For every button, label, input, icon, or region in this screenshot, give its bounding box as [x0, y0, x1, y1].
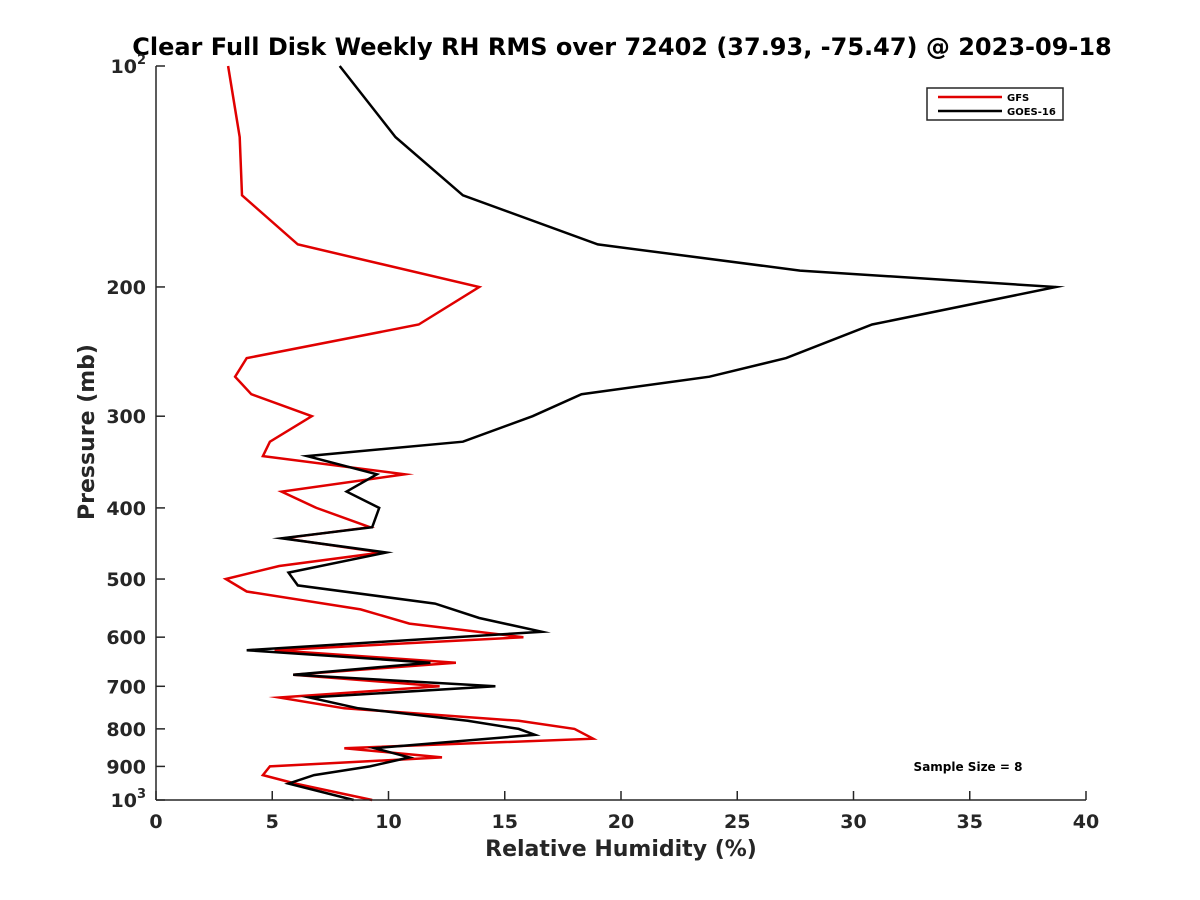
y-tick-label: 200 — [106, 277, 146, 299]
series-line-goes-16 — [246, 65, 1066, 802]
x-tick-label: 40 — [1073, 811, 1099, 833]
y-tick-label: 900 — [106, 756, 146, 778]
y-tick-label: 600 — [106, 627, 146, 649]
x-tick-label: 5 — [266, 811, 279, 833]
y-tick-label: 300 — [106, 406, 146, 428]
y-tick-label: 700 — [106, 676, 146, 698]
y-tick-label: 800 — [106, 719, 146, 741]
y-axis-label: Pressure (mb) — [75, 344, 100, 520]
x-tick-label: 10 — [375, 811, 401, 833]
x-tick-label: 15 — [492, 811, 518, 833]
x-tick-label: 0 — [149, 811, 162, 833]
series-layer — [222, 65, 1066, 802]
x-tick-label: 35 — [957, 811, 983, 833]
x-axis-label: Relative Humidity (%) — [485, 837, 757, 862]
axes-layer: 0 5 10 15 20 25 30 35 40 102 200 300 400 500 600 700 800… — [106, 53, 1099, 833]
series-line-gfs — [222, 65, 598, 802]
y-tick-label: 400 — [106, 498, 146, 520]
legend-label: GFS — [1007, 93, 1029, 104]
y-tick-label: 103 — [111, 787, 147, 812]
legend-label: GOES-16 — [1007, 107, 1056, 118]
legend-box — [926, 87, 1064, 121]
x-tick-label: 25 — [724, 811, 750, 833]
sample-size-annotation: Sample Size = 8 — [914, 760, 1023, 774]
x-tick-label: 30 — [840, 811, 866, 833]
y-tick-label: 500 — [106, 569, 146, 591]
y-tick-label: 102 — [111, 53, 147, 78]
chart-title: Clear Full Disk Weekly RH RMS over 72402… — [132, 33, 1112, 61]
x-tick-label: 20 — [608, 811, 634, 833]
legend: GFS GOES-16 — [926, 87, 1064, 121]
